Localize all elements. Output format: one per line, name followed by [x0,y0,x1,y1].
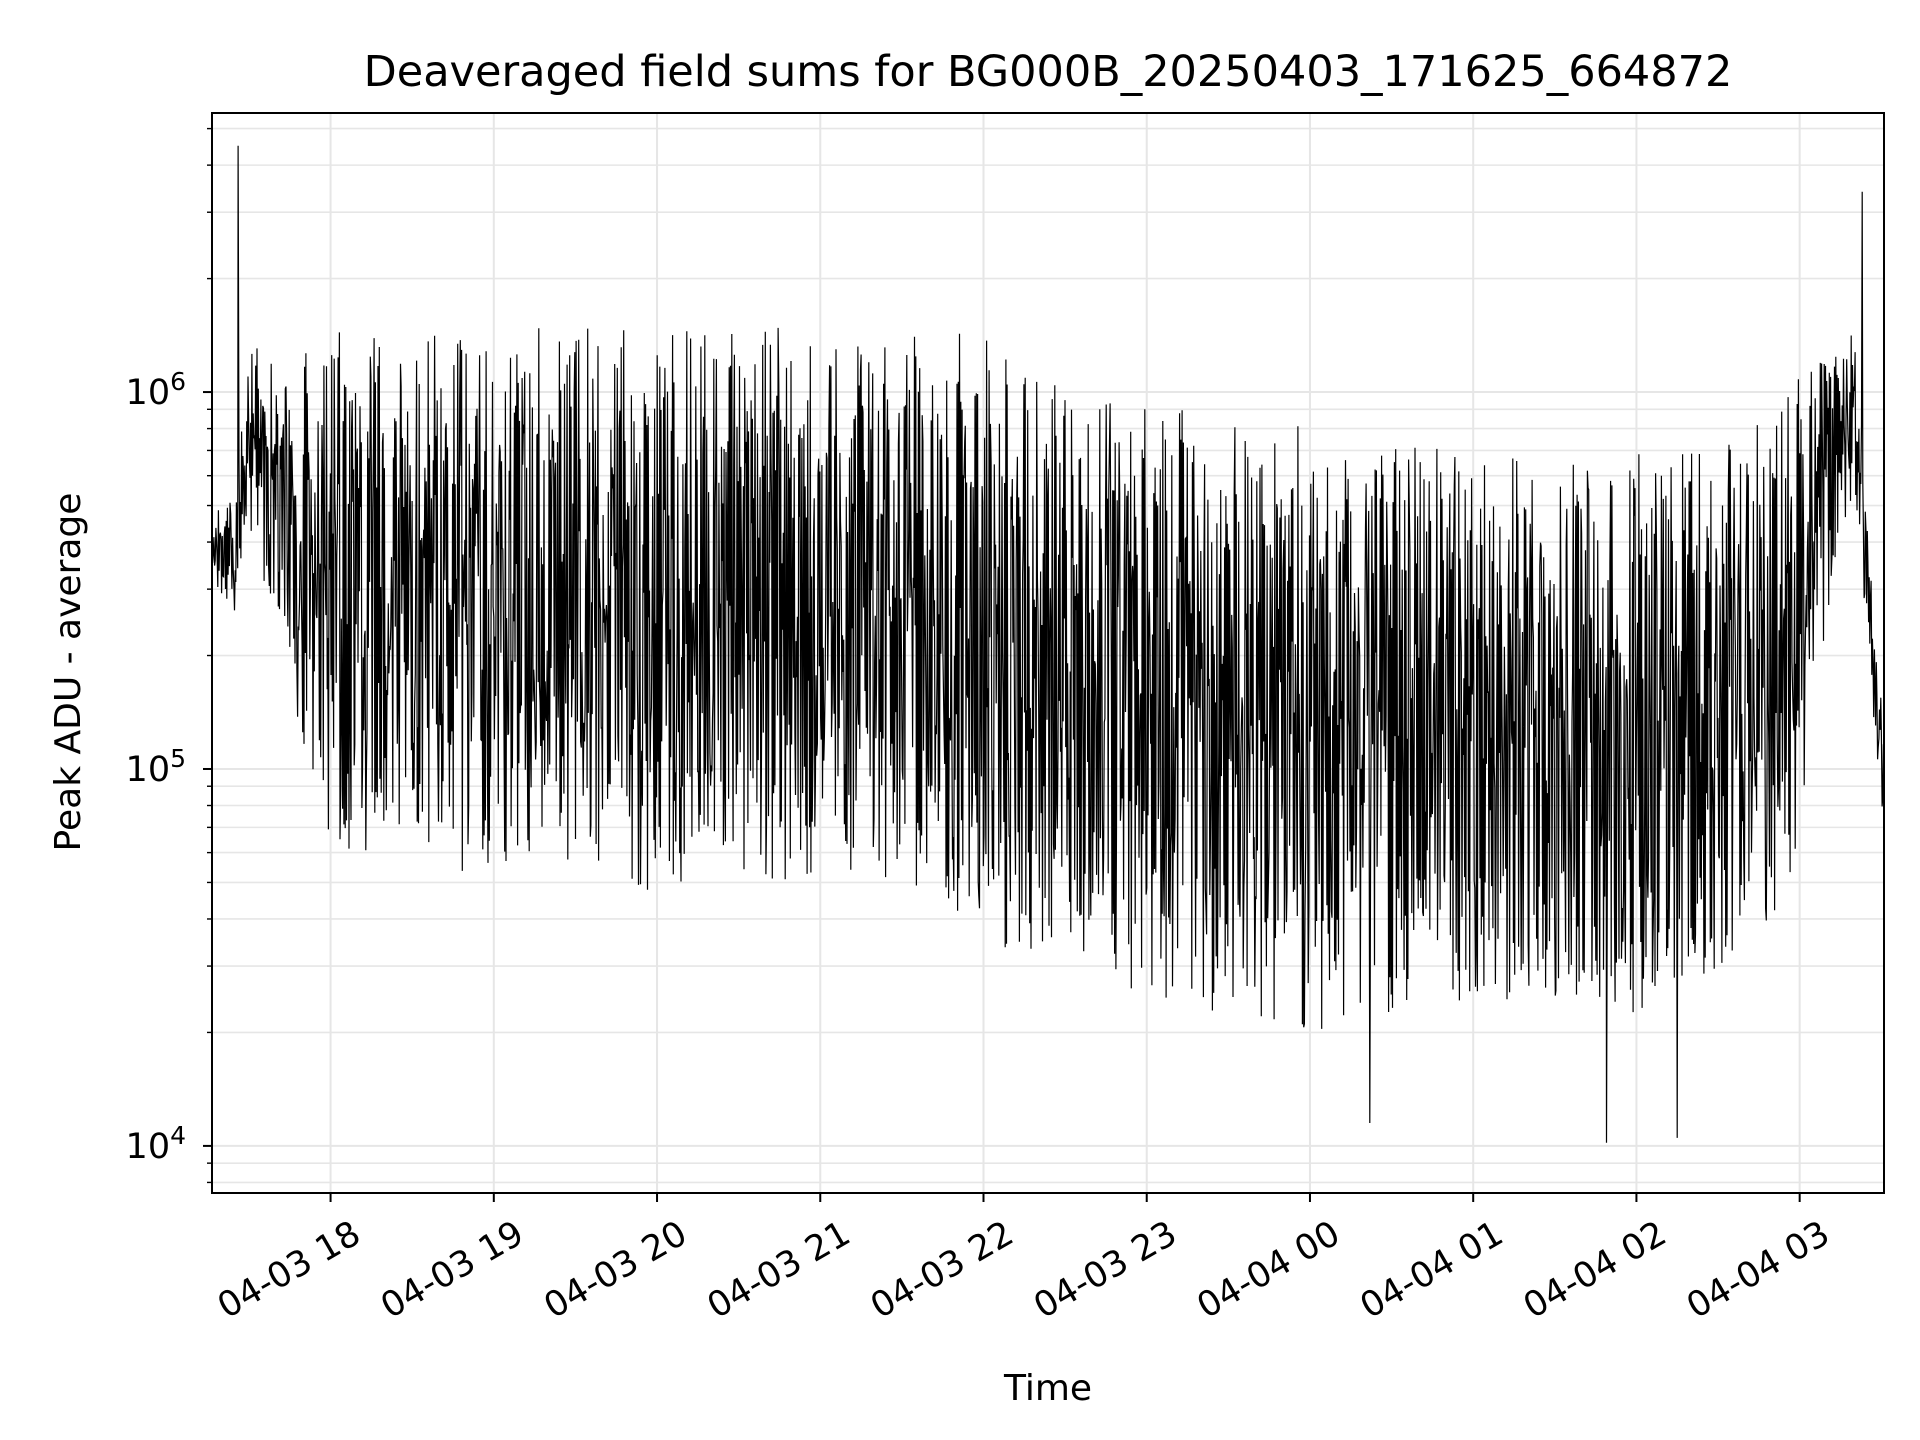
y-tick-label-exponent: 4 [170,1121,186,1150]
y-axis-label: Peak ADU - average [48,493,89,852]
y-tick-label: 104 [126,1121,186,1167]
y-tick-label: 106 [126,367,186,413]
y-tick-label-base: 10 [126,373,171,413]
y-tick-label: 105 [126,744,186,790]
y-tick-label-exponent: 6 [170,367,186,396]
plot-frame [211,112,1885,1194]
y-tick-label-base: 10 [126,1127,171,1167]
chart-title: Deaveraged field sums for BG000B_2025040… [364,47,1733,97]
y-tick-label-base: 10 [126,750,171,790]
series-line [211,145,1885,1143]
y-tick-label-exponent: 5 [170,744,186,773]
x-axis-label: Time [1003,1368,1092,1409]
data-layer [211,145,1885,1143]
